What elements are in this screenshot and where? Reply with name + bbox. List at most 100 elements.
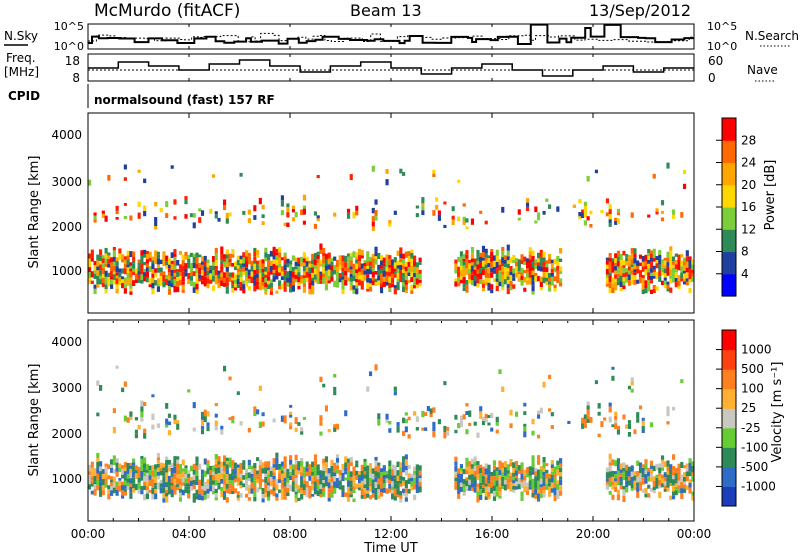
heatmap-cell xyxy=(137,262,141,266)
heatmap-cell xyxy=(324,265,329,271)
heatmap-cell xyxy=(374,477,378,482)
heatmap-cell xyxy=(206,493,210,499)
heatmap-cell xyxy=(459,420,464,428)
heatmap-cell xyxy=(363,461,367,467)
heatmap-cell xyxy=(495,416,499,423)
heatmap-cell xyxy=(605,274,609,278)
heatmap-cell xyxy=(611,494,615,500)
heatmap-cell xyxy=(96,281,100,285)
heatmap-cell xyxy=(462,272,466,277)
heatmap-cell xyxy=(261,282,265,286)
heatmap-cell xyxy=(451,219,455,226)
heatmap-cell xyxy=(393,478,397,484)
heatmap-cell xyxy=(269,265,273,272)
heatmap-cell xyxy=(393,488,397,493)
heatmap-cell xyxy=(638,473,643,477)
heatmap-cell xyxy=(666,478,670,483)
heatmap-cell xyxy=(660,280,665,286)
heatmap-cell xyxy=(402,462,406,467)
heatmap-cell xyxy=(377,478,381,485)
heatmap-cell xyxy=(399,491,403,496)
heatmap-cell xyxy=(297,467,301,471)
heatmap-cell xyxy=(616,494,621,498)
heatmap-cell xyxy=(402,266,406,270)
heatmap-cell xyxy=(341,261,345,268)
heatmap-cell xyxy=(322,491,326,497)
heatmap-cell xyxy=(275,493,279,498)
heatmap-cell xyxy=(313,268,318,275)
heatmap-cell xyxy=(374,494,378,500)
nave-tick-high: 60 xyxy=(708,54,723,68)
heatmap-cell xyxy=(159,259,163,265)
heatmap-cell xyxy=(611,266,615,273)
heatmap-cell xyxy=(393,475,397,479)
heatmap-cell xyxy=(167,264,172,269)
heatmap-cell xyxy=(641,471,645,478)
heatmap-cell xyxy=(509,275,513,281)
heatmap-cell xyxy=(671,406,676,411)
heatmap-cell xyxy=(233,462,238,469)
heatmap-cell xyxy=(101,283,105,288)
heatmap-cell xyxy=(691,491,695,496)
heatmap-cell xyxy=(344,492,348,497)
heatmap-cell xyxy=(399,498,403,503)
heatmap-cell xyxy=(333,212,337,217)
heatmap-cell xyxy=(324,270,329,277)
heatmap-cell xyxy=(407,272,411,276)
heatmap-cell xyxy=(410,277,414,282)
heatmap-cell xyxy=(534,220,538,224)
heatmap-cell xyxy=(148,278,152,285)
heatmap-cell xyxy=(413,477,417,484)
heatmap-cell xyxy=(625,261,629,266)
nsky-tick-high-left: 10^5 xyxy=(54,20,84,33)
heatmap-cell xyxy=(159,267,163,273)
heatmap-cell xyxy=(660,272,665,275)
heatmap-cell xyxy=(283,222,287,226)
heatmap-cell xyxy=(258,285,262,291)
heatmap-cell xyxy=(484,281,488,286)
heatmap-cell xyxy=(415,272,419,279)
heatmap-cell xyxy=(685,485,689,490)
heatmap-cell xyxy=(167,475,172,482)
heatmap-cell xyxy=(324,462,329,468)
heatmap-cell xyxy=(674,253,678,257)
heatmap-cell xyxy=(506,288,510,295)
heatmap-cell xyxy=(517,484,521,490)
heatmap-cell xyxy=(93,273,97,279)
heatmap-cell xyxy=(335,458,340,463)
heatmap-cell xyxy=(101,213,105,218)
heatmap-cell xyxy=(170,260,174,264)
heatmap-cell xyxy=(297,497,301,501)
heatmap-cell xyxy=(363,263,367,266)
heatmap-cell xyxy=(132,483,136,489)
heatmap-cell xyxy=(132,458,136,463)
heatmap-cell xyxy=(333,280,337,287)
heatmap-cell xyxy=(96,458,100,462)
heatmap-cell xyxy=(258,197,262,205)
heatmap-cell xyxy=(374,271,378,275)
heatmap-cell xyxy=(479,485,483,490)
heatmap-cell xyxy=(594,169,598,174)
heatmap-cell xyxy=(335,262,340,268)
heatmap-cell xyxy=(330,492,334,498)
heatmap-cell xyxy=(148,470,152,476)
heatmap-cell xyxy=(636,486,640,492)
heatmap-cell xyxy=(239,282,243,287)
heatmap-cell xyxy=(457,489,461,494)
heatmap-cell xyxy=(622,267,626,273)
heatmap-cell xyxy=(462,258,466,262)
heatmap-cell xyxy=(173,256,177,261)
heatmap-cell xyxy=(352,486,356,490)
heatmap-cell xyxy=(181,266,185,272)
heatmap-cell xyxy=(487,491,491,497)
heatmap-cell xyxy=(531,489,535,493)
heatmap-cell xyxy=(137,482,141,489)
heatmap-cell xyxy=(498,490,502,496)
heatmap-cell xyxy=(107,485,111,490)
heatmap-cell xyxy=(101,267,105,274)
heatmap-cell xyxy=(396,470,400,476)
heatmap-cell xyxy=(258,385,262,391)
heatmap-cell xyxy=(559,479,563,485)
heatmap-cell xyxy=(99,466,103,472)
heatmap-cell xyxy=(96,485,100,491)
